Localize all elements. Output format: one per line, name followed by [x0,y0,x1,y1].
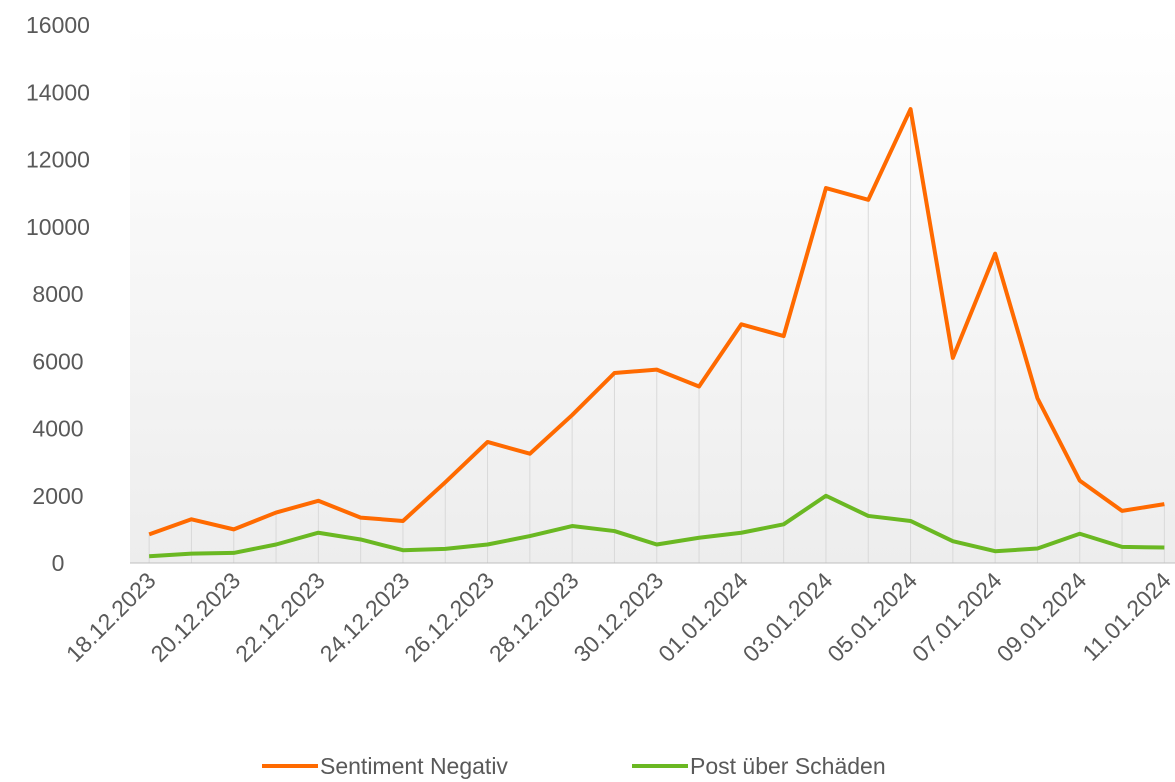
series-line [148,107,1165,537]
y-tick-label: 0 [52,550,65,576]
legend-label: Post über Schäden [690,753,886,779]
x-tick-label: 20.12.2023 [145,567,245,667]
x-tick-label: 03.01.2024 [738,567,838,667]
x-tick-label: 30.12.2023 [568,567,668,667]
x-tick-label: 22.12.2023 [230,567,330,667]
y-tick-label: 16000 [26,12,90,38]
x-tick-label: 26.12.2023 [399,567,499,667]
y-tick-label: 6000 [32,348,83,374]
y-tick-label: 4000 [32,416,83,442]
y-tick-label: 14000 [26,79,90,105]
y-tick-label: 10000 [26,214,90,240]
y-tick-label: 2000 [32,483,83,509]
plot-background [130,25,1175,563]
x-tick-label: 05.01.2024 [822,567,922,667]
x-tick-label: 11.01.2024 [1077,567,1175,666]
x-tick-label: 09.01.2024 [991,567,1091,667]
x-tick-label: 18.12.2023 [61,567,161,667]
legend-label: Sentiment Negativ [320,753,508,779]
series-line [149,493,1165,559]
y-tick-label: 8000 [32,281,83,307]
y-tick-label: 12000 [26,147,90,173]
x-tick-label: 24.12.2023 [315,567,415,667]
x-tick-label: 07.01.2024 [907,567,1007,667]
x-tick-label: 01.01.2024 [653,567,753,667]
x-tick-label: 28.12.2023 [484,567,584,667]
